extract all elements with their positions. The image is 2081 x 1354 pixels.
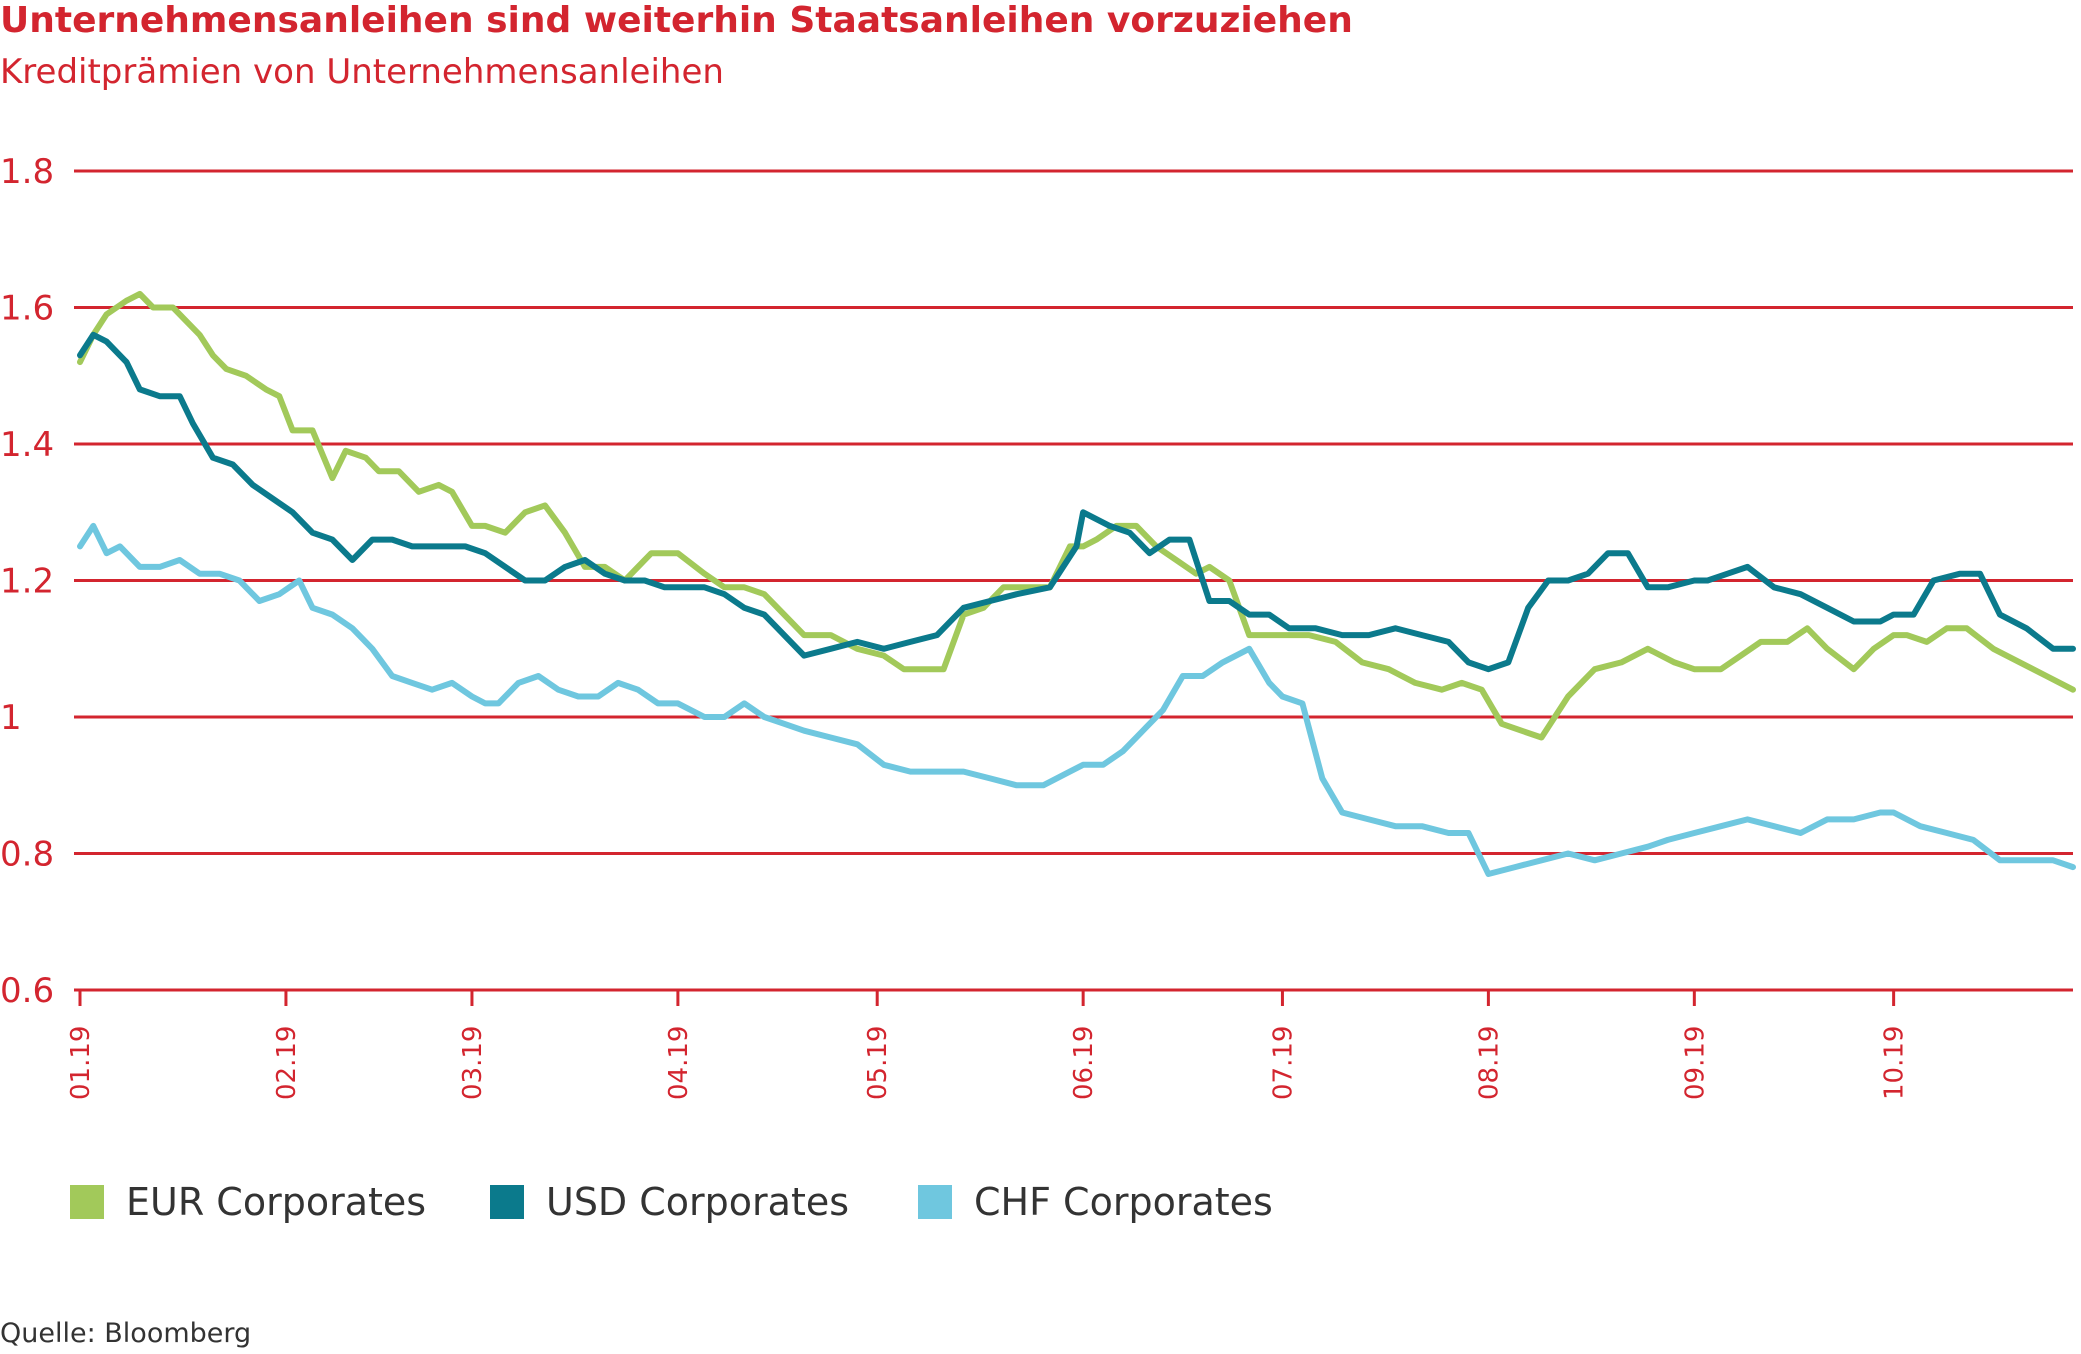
legend-item-chf: CHF Corporates (918, 1180, 1273, 1224)
legend-swatch-usd (490, 1185, 524, 1219)
grid-lines (74, 169, 2073, 992)
series-line-eur (77, 290, 2076, 741)
x-tick-label: 04.19 (664, 1026, 694, 1100)
y-tick-label: 1.4 (0, 425, 54, 465)
y-tick-label: 1.6 (0, 289, 54, 329)
legend-item-usd: USD Corporates (490, 1180, 849, 1224)
legend-swatch-chf (918, 1185, 952, 1219)
y-tick-label: 1 (0, 698, 22, 738)
legend-label-eur: EUR Corporates (126, 1180, 427, 1224)
y-tick-label: 0.8 (0, 835, 54, 875)
legend-label-usd: USD Corporates (546, 1180, 850, 1224)
legend-label-chf: CHF Corporates (974, 1180, 1273, 1224)
x-tick-label: 08.19 (1474, 1026, 1504, 1100)
x-tick-label: 09.19 (1680, 1026, 1710, 1100)
x-tick-label: 05.19 (863, 1026, 893, 1100)
x-tick-label: 10.19 (1880, 1026, 1910, 1100)
y-tick-label: 1.2 (0, 562, 54, 602)
x-tick-label: 01.19 (66, 1026, 96, 1100)
chart-title: Unternehmensanleihen sind weiterhin Staa… (0, 0, 1353, 41)
series-lines (77, 290, 2076, 877)
chart-subtitle: Kreditprämien von Unternehmensanleihen (0, 52, 724, 92)
y-tick-label: 1.8 (0, 152, 54, 192)
x-tick-label: 06.19 (1069, 1026, 1099, 1100)
x-axis: 01.19 02.19 03.19 04.19 05.19 06.19 07.19 08.19… (66, 990, 1910, 1100)
legend-swatch-eur (70, 1185, 104, 1219)
legend: EUR Corporates USD Corporates CHF Corpor… (0, 1180, 2081, 1230)
series-line-chf (77, 522, 2076, 877)
x-tick-label: 02.19 (272, 1026, 302, 1100)
y-axis-ticks: 0.6 0.8 1 1.2 1.4 1.6 1.8 (0, 152, 54, 1011)
x-tick-label: 07.19 (1268, 1026, 1298, 1100)
y-tick-label: 0.6 (0, 971, 54, 1011)
legend-item-eur: EUR Corporates (70, 1180, 426, 1224)
x-tick-label: 03.19 (458, 1026, 488, 1100)
source-note: Quelle: Bloomberg (0, 1318, 252, 1349)
series-line-usd (77, 331, 2076, 673)
